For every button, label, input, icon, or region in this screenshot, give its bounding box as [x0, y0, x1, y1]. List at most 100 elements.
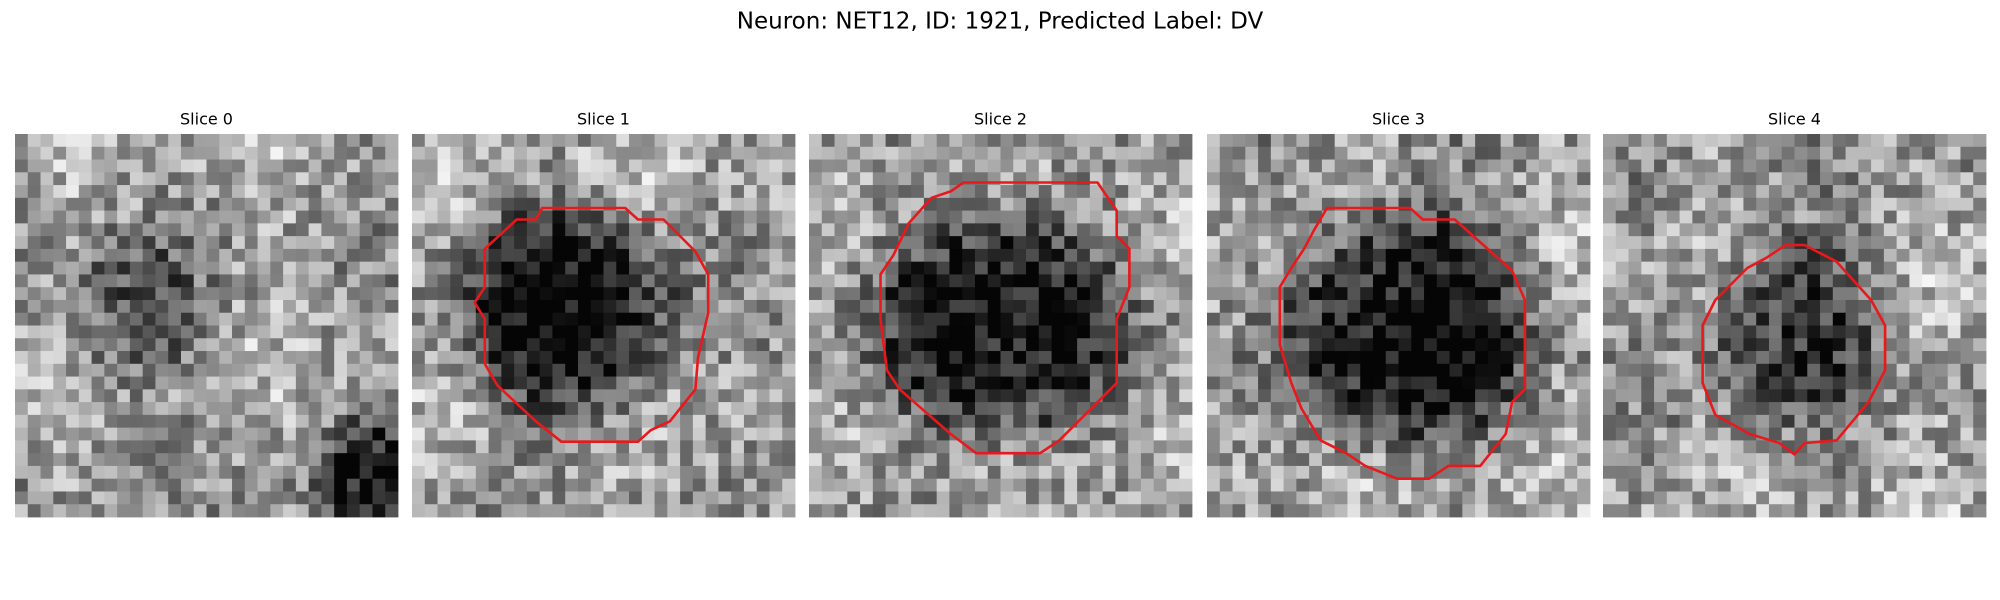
pixel [616, 504, 630, 518]
pixel [987, 338, 1001, 352]
pixel [308, 146, 322, 160]
pixel [1768, 325, 1783, 339]
pixel [1347, 351, 1361, 365]
pixel [616, 159, 630, 173]
pixel [654, 325, 668, 339]
pixel [283, 261, 297, 275]
pixel [1896, 236, 1910, 250]
pixel [129, 338, 144, 352]
pixel [1270, 491, 1284, 505]
pixel [334, 440, 348, 454]
pixel [1551, 236, 1565, 250]
pixel [667, 312, 681, 326]
pixel [539, 325, 553, 339]
pixel [1102, 376, 1116, 390]
pixel [463, 504, 477, 518]
pixel [1628, 504, 1642, 518]
pixel [1385, 172, 1399, 186]
pixel [1487, 351, 1502, 365]
pixel [962, 338, 976, 352]
pixel [1207, 248, 1221, 263]
pixel [1794, 427, 1808, 441]
pixel [565, 146, 579, 160]
pixel [756, 440, 770, 454]
pixel [1140, 465, 1155, 480]
pixel [1858, 453, 1872, 467]
pixel [1768, 491, 1783, 505]
pixel [872, 146, 886, 160]
pixel [1603, 146, 1617, 160]
pixel [847, 248, 861, 263]
pixel [1128, 440, 1142, 454]
pixel [1807, 312, 1821, 326]
pixel [412, 453, 426, 467]
pixel [987, 465, 1001, 480]
pixel [1896, 389, 1910, 403]
pixel [1845, 363, 1859, 377]
pixel [1551, 261, 1565, 275]
pixel [1398, 134, 1412, 148]
slice-image [1207, 134, 1591, 518]
pixel [372, 351, 386, 365]
pixel [1526, 325, 1540, 339]
pixel [911, 491, 925, 505]
pixel [117, 159, 131, 173]
pixel [885, 274, 899, 288]
pixel [1947, 389, 1961, 403]
pixel [1270, 299, 1284, 314]
pixel [1372, 440, 1387, 454]
pixel [180, 389, 195, 403]
pixel [885, 440, 899, 454]
pixel [860, 299, 874, 314]
slice-image [809, 134, 1193, 518]
pixel [718, 185, 732, 199]
pixel [1730, 402, 1744, 416]
pixel [514, 453, 528, 467]
pixel [1334, 389, 1348, 403]
pixel [1245, 159, 1259, 173]
pixel [270, 491, 284, 505]
pixel [193, 351, 207, 365]
pixel [1245, 440, 1259, 454]
pixel [1487, 453, 1502, 467]
pixel [782, 274, 796, 288]
pixel [450, 159, 464, 173]
pixel [641, 312, 655, 326]
pixel [450, 312, 464, 326]
pixel [1628, 440, 1642, 454]
pixel [283, 478, 297, 492]
pixel [142, 376, 156, 390]
pixel [590, 223, 604, 237]
pixel [334, 185, 348, 199]
pixel [1756, 325, 1770, 339]
pixel [1309, 363, 1323, 377]
pixel [898, 478, 912, 492]
pixel [168, 414, 182, 429]
pixel [539, 440, 553, 454]
pixel [1871, 159, 1885, 173]
pixel [782, 185, 796, 199]
pixel [898, 504, 912, 518]
pixel [1896, 248, 1910, 263]
pixel [1219, 325, 1233, 339]
pixel [1385, 351, 1399, 365]
pixel [1424, 312, 1438, 326]
pixel [463, 299, 477, 314]
pixel [1140, 453, 1155, 467]
pixel [1051, 453, 1065, 467]
pixel [53, 453, 67, 467]
pixel [936, 325, 950, 339]
pixel [1871, 146, 1885, 160]
pixel [40, 325, 54, 339]
pixel [1309, 440, 1323, 454]
pixel [987, 185, 1001, 199]
pixel [936, 491, 950, 505]
pixel [1372, 299, 1387, 314]
pixel [1960, 223, 1974, 237]
pixel [1449, 402, 1463, 416]
pixel [1500, 197, 1514, 211]
pixel [1883, 312, 1898, 326]
pixel [1679, 287, 1693, 301]
pixel [718, 197, 732, 211]
pixel [1475, 376, 1489, 390]
